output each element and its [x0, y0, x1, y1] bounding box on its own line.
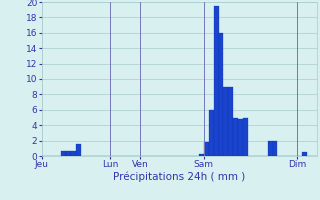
- Bar: [209, 110, 214, 156]
- Bar: [204, 142, 209, 156]
- Bar: [199, 154, 204, 156]
- Bar: [273, 141, 277, 156]
- Bar: [302, 152, 307, 156]
- Bar: [223, 87, 228, 156]
- Bar: [219, 33, 223, 156]
- Bar: [238, 119, 243, 156]
- Bar: [71, 151, 76, 156]
- Bar: [268, 141, 273, 156]
- Bar: [76, 144, 81, 156]
- X-axis label: Précipitations 24h ( mm ): Précipitations 24h ( mm ): [113, 172, 245, 182]
- Bar: [233, 117, 238, 156]
- Bar: [243, 117, 248, 156]
- Bar: [228, 87, 233, 156]
- Bar: [61, 151, 66, 156]
- Bar: [66, 151, 71, 156]
- Bar: [214, 6, 219, 156]
